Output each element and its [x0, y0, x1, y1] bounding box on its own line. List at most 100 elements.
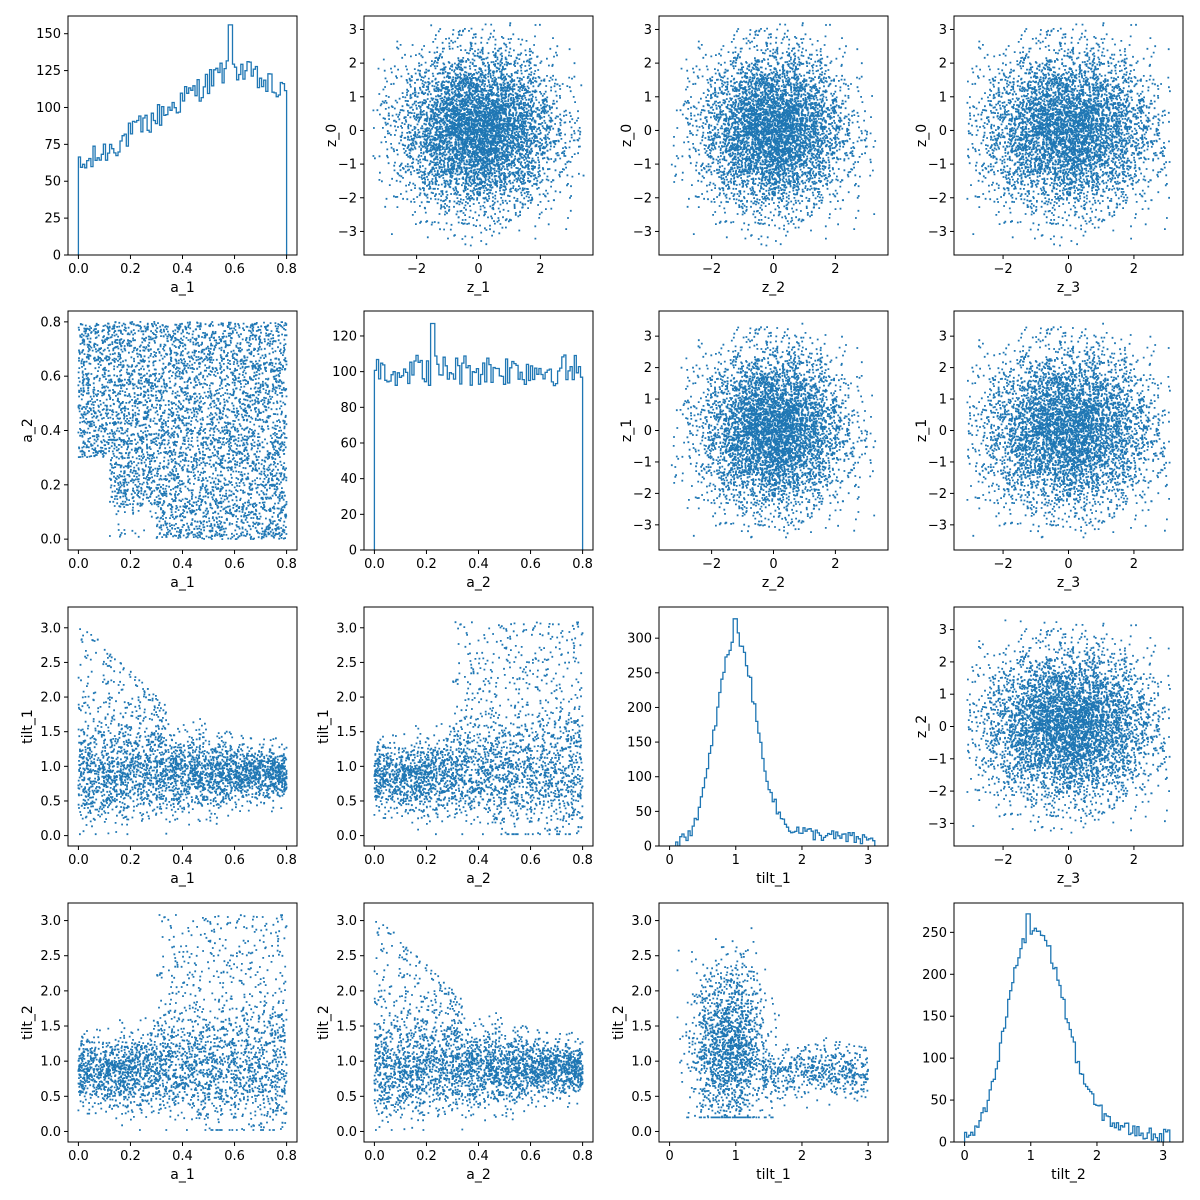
scatter-points	[670, 322, 877, 539]
scatter-points	[77, 321, 288, 540]
y-tick-label: 1	[939, 393, 947, 408]
x-tick-label: 0.2	[120, 1149, 141, 1164]
y-tick-label: 0.8	[40, 315, 61, 330]
plot-area	[966, 322, 1171, 539]
x-axis-label: a_1	[170, 280, 195, 296]
y-tick-label: 2	[939, 361, 947, 376]
subplot-1-1: 0.0 0.2 0.4 0.6 0.8 0 20 40 60 80 100 120 a_2	[332, 310, 594, 591]
y-tick-label: 2.0	[336, 691, 357, 706]
axes-frame	[658, 606, 889, 847]
y-tick-label: 50	[44, 175, 61, 190]
subplot-2-0: 0.0 0.2 0.4 0.6 0.8 0.0 0.5 1.0 1.5 2.0 2.5 3.0 a_1 t…	[20, 606, 298, 887]
y-tick-label: −2	[633, 191, 652, 206]
x-axis-label: tilt_1	[756, 871, 791, 887]
x-tick-label: 0.4	[172, 262, 193, 277]
y-tick-label: 2	[644, 361, 652, 376]
subplot-3-0: 0.0 0.2 0.4 0.6 0.8 0.0 0.5 1.0 1.5 2.0 2.5 3.0 a_1 t…	[20, 902, 298, 1183]
y-tick-label: 1.5	[336, 1020, 357, 1035]
x-axis-label: z_2	[762, 280, 785, 296]
y-tick-label: 3.0	[40, 621, 61, 636]
x-tick-label: 2	[1130, 262, 1138, 277]
x-tick-label: −2	[407, 262, 426, 277]
x-tick-label: 0	[769, 262, 777, 277]
y-axis-label: a_2	[20, 418, 36, 443]
y-tick-label: 2.5	[336, 949, 357, 964]
y-tick-label: 1	[939, 688, 947, 703]
y-tick-label: −2	[928, 487, 947, 502]
y-tick-label: 0.6	[40, 370, 61, 385]
x-tick-label: 2	[536, 262, 544, 277]
x-axis-label: a_2	[466, 871, 491, 887]
y-tick-label: −1	[633, 455, 652, 470]
x-tick-label: 0.6	[520, 557, 541, 572]
y-tick-label: −3	[338, 225, 357, 240]
y-axis-label: tilt_1	[20, 709, 36, 744]
y-tick-label: 2.0	[40, 984, 61, 999]
y-tick-label: 25	[44, 212, 61, 227]
plot-area	[77, 321, 288, 540]
subplot-1-3: −2 0 2 −3 −2 −1 0 1 2 3 z_3 z_1	[914, 310, 1184, 591]
x-tick-label: 0.6	[224, 557, 245, 572]
y-tick-label: −2	[928, 191, 947, 206]
subplot-0-2: −2 0 2 −3 −2 −1 0 1 2 3 z_2 z_0	[619, 15, 889, 296]
x-tick-label: 0	[1064, 557, 1072, 572]
y-axis-label: z_2	[914, 715, 930, 738]
y-tick-label: 3.0	[336, 914, 357, 929]
x-tick-label: 0.8	[276, 1149, 297, 1164]
subplot-0-0: 0.0 0.2 0.4 0.6 0.8 0 25 50 75 100 125 150 a_1	[36, 15, 298, 296]
x-tick-label: 0.4	[172, 557, 193, 572]
y-tick-label: 0.2	[40, 478, 61, 493]
y-tick-label: 50	[930, 1094, 947, 1109]
y-tick-label: 2.5	[336, 656, 357, 671]
x-tick-label: 2	[798, 1149, 806, 1164]
y-tick-label: 1	[644, 90, 652, 105]
y-tick-label: 120	[332, 329, 357, 344]
x-tick-label: 0.8	[276, 853, 297, 868]
y-tick-label: 1	[939, 90, 947, 105]
y-tick-label: 200	[922, 968, 947, 983]
y-tick-label: −3	[633, 518, 652, 533]
y-tick-label: 3.0	[40, 914, 61, 929]
x-tick-label: 0.0	[364, 853, 385, 868]
y-tick-label: 100	[922, 1052, 947, 1067]
y-tick-label: 2	[644, 57, 652, 72]
x-axis-label: z_3	[1057, 871, 1080, 887]
y-tick-label: 1.5	[40, 725, 61, 740]
y-tick-label: 1.0	[40, 760, 61, 775]
x-tick-label: 3	[864, 853, 872, 868]
x-tick-label: 0.4	[172, 1149, 193, 1164]
plot-area	[77, 914, 288, 1131]
scatter-points	[77, 914, 288, 1131]
x-axis-label: z_3	[1057, 575, 1080, 591]
y-tick-label: 0	[644, 424, 652, 439]
x-tick-label: 1	[1027, 1149, 1035, 1164]
x-tick-label: −2	[702, 557, 721, 572]
x-tick-label: −2	[702, 262, 721, 277]
x-tick-label: 0.6	[520, 1149, 541, 1164]
x-tick-label: 0	[769, 557, 777, 572]
y-tick-label: 2.0	[336, 984, 357, 999]
x-tick-label: 2	[831, 262, 839, 277]
y-tick-label: 1	[349, 90, 357, 105]
y-tick-label: 2.5	[40, 656, 61, 671]
subplot-0-1: −2 0 2 −3 −2 −1 0 1 2 3 z_1 z_0	[324, 15, 594, 296]
x-tick-label: 0.6	[224, 262, 245, 277]
y-tick-label: 3	[644, 330, 652, 345]
x-tick-label: 0.8	[276, 262, 297, 277]
y-axis-label: tilt_2	[316, 1005, 332, 1040]
y-tick-label: 100	[627, 770, 652, 785]
y-tick-label: 100	[332, 365, 357, 380]
plot-area	[77, 24, 288, 255]
x-tick-label: 0.2	[120, 262, 141, 277]
subplot-3-1: 0.0 0.2 0.4 0.6 0.8 0.0 0.5 1.0 1.5 2.0 2.5 3.0 a_2 t…	[316, 902, 594, 1183]
y-tick-label: 75	[44, 138, 61, 153]
y-tick-label: 1.5	[631, 1020, 652, 1035]
y-axis-label: tilt_2	[20, 1005, 36, 1040]
y-tick-label: 50	[635, 805, 652, 820]
subplot-2-2: 0 1 2 3 0 50 100 150 200 250 300 tilt_1	[627, 606, 889, 887]
y-axis-label: z_1	[914, 419, 930, 442]
y-tick-label: 0.0	[336, 829, 357, 844]
x-axis-label: a_1	[170, 871, 195, 887]
